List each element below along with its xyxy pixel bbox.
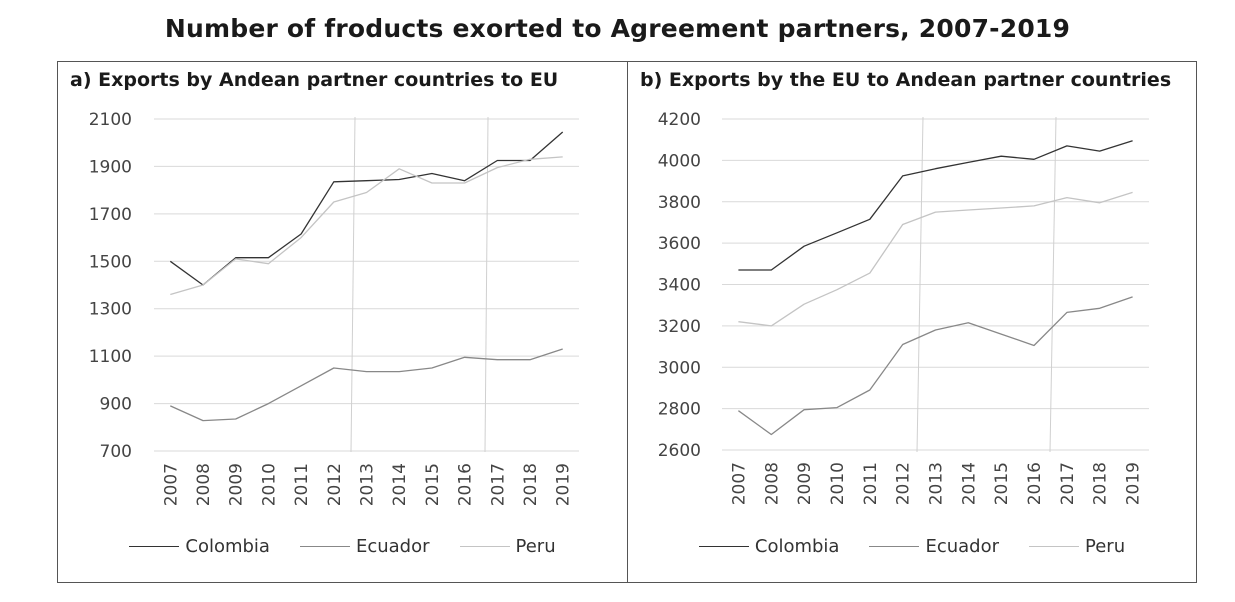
y-tick-label: 3600 [658,234,701,254]
y-tick-label: 1700 [89,205,132,225]
series-line-ecuador [170,348,563,422]
legend-item-ecuador: Ecuador [299,536,430,557]
x-tick-label: 2017 [488,463,508,506]
legend-label: Ecuador [355,536,430,557]
series-line-ecuador [738,296,1133,436]
legend-label: Peru [1085,536,1126,557]
panel-a-legend: Colombia Ecuador Peru [58,536,627,557]
panel-b-title: b) Exports by the EU to Andean partner c… [640,69,1172,91]
x-tick-label: 2014 [390,463,410,506]
y-tick-label: 3000 [658,358,701,378]
panel-b: b) Exports by the EU to Andean partner c… [627,61,1197,583]
panel-b-plot: 2600 2800 3000 3200 3400 3600 3800 4000 4200 2007… [658,110,1149,505]
x-tick-label: 2016 [1025,462,1045,505]
x-tick-label: 2008 [762,462,782,505]
series-line-peru [170,156,563,296]
x-tick-label: 2019 [1124,462,1144,505]
legend-item-peru: Peru [1029,536,1125,557]
x-tick-label: 2007 [729,462,749,505]
y-tick-label: 900 [100,395,132,415]
x-tick-label: 2009 [795,462,815,505]
legend-label: Peru [515,536,556,557]
series-line-colombia [738,140,1133,271]
x-tick-label: 2009 [227,463,247,506]
series-line-peru [738,191,1133,327]
x-tick-label: 2015 [423,463,443,506]
x-tick-label: 2011 [292,463,312,506]
y-tick-label: 700 [100,442,132,462]
x-tick-label: 2012 [325,463,345,506]
x-tick-label: 2012 [894,462,914,505]
panel-b-legend: Colombia Ecuador Peru [628,536,1196,557]
panel-a-plot: 700 900 1100 1300 1500 1700 1900 2100 2007 2008 20… [89,110,579,506]
decorative-line [916,116,924,453]
y-tick-label: 3200 [658,317,701,337]
chart-main-title: Number of froducts exorted to Agreement … [164,14,1071,43]
y-tick-label: 2100 [89,110,132,130]
x-tick-label: 2014 [959,462,979,505]
y-tick-label: 1900 [89,157,132,177]
y-tick-label: 2800 [658,400,701,420]
legend-swatch [1029,546,1080,547]
x-tick-label: 2010 [259,463,279,506]
x-tick-label: 2018 [521,463,541,506]
x-tick-label: 2010 [828,462,848,505]
decorative-line [1049,116,1057,453]
y-tick-label: 3400 [658,276,701,296]
x-tick-label: 2013 [927,462,947,505]
panel-a: a) Exports by Andean partner countries t… [57,61,628,583]
x-tick-label: 2016 [456,463,476,506]
x-tick-label: 2015 [992,462,1012,505]
x-tick-label: 2007 [161,463,181,506]
decorative-line [350,116,356,453]
x-tick-label: 2019 [554,463,574,506]
x-tick-label: 2011 [861,462,881,505]
legend-swatch [299,546,350,547]
legend-item-ecuador: Ecuador [869,536,999,557]
x-tick-label: 2018 [1091,462,1111,505]
legend-label: Colombia [185,536,270,557]
series-line-colombia [169,131,564,286]
legend-swatch [869,546,920,547]
panel-a-title: a) Exports by Andean partner countries t… [70,69,559,91]
legend-label: Colombia [754,536,840,557]
x-tick-label: 2008 [194,463,214,506]
legend-item-colombia: Colombia [129,536,270,557]
y-tick-label: 1100 [89,347,132,367]
x-tick-label: 2017 [1058,462,1078,505]
legend-swatch [129,546,180,547]
legend-swatch [459,546,510,547]
x-tick-label: 2013 [358,463,378,506]
y-tick-label: 4000 [658,151,701,171]
y-tick-label: 1500 [89,252,132,272]
legend-label: Ecuador [925,536,1000,557]
legend-item-peru: Peru [459,536,556,557]
legend-item-colombia: Colombia [698,536,840,557]
legend-swatch [698,546,749,547]
y-tick-label: 4200 [658,110,701,130]
y-tick-label: 3800 [658,193,701,213]
y-tick-label: 2600 [658,441,701,461]
y-tick-label: 1300 [89,300,132,320]
